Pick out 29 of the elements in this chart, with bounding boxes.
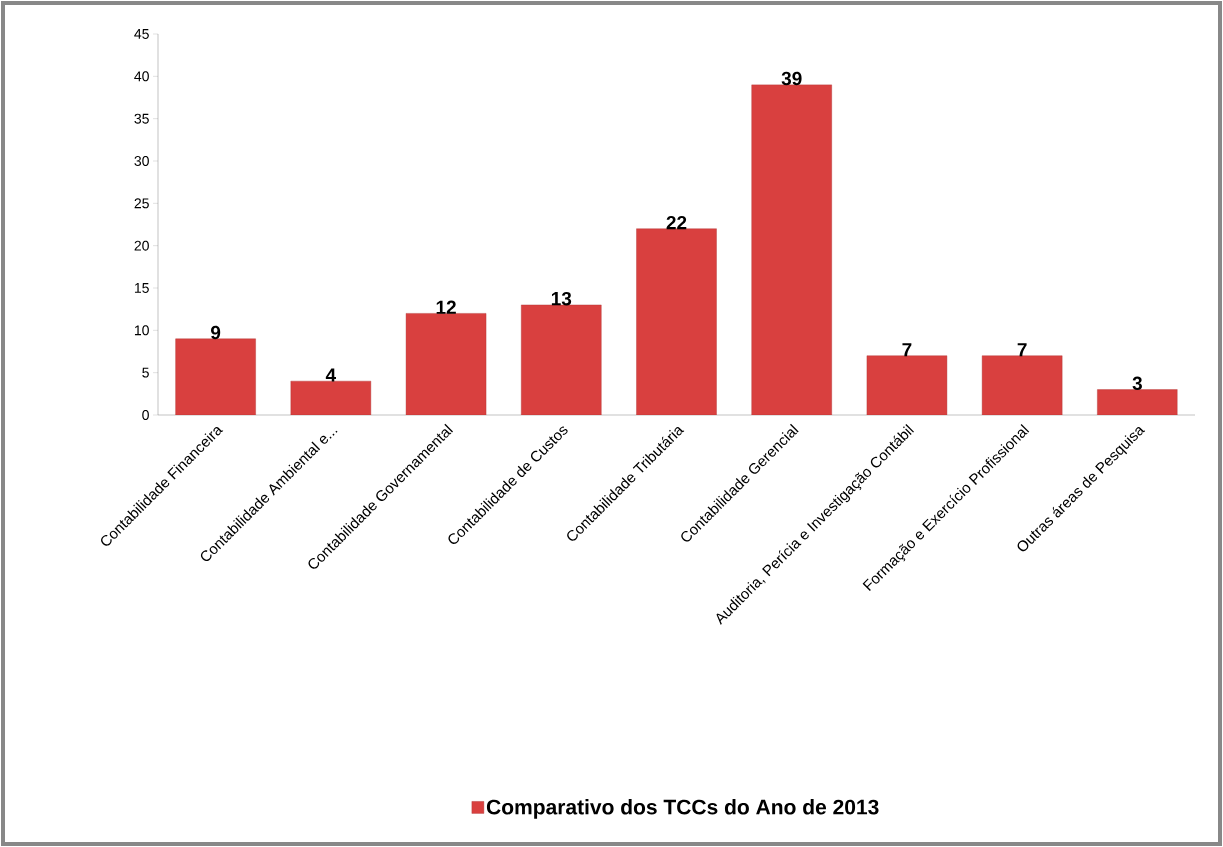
y-tick-label: 10 xyxy=(134,325,149,336)
y-tick-label: 20 xyxy=(134,240,149,251)
data-label: 4 xyxy=(325,368,337,382)
data-label: 7 xyxy=(902,343,912,357)
bar xyxy=(751,84,832,415)
data-label: 13 xyxy=(551,291,572,306)
data-label: 39 xyxy=(781,71,802,86)
bar xyxy=(1097,389,1178,415)
bar xyxy=(405,313,487,415)
data-label: 7 xyxy=(1017,343,1027,357)
data-label: 12 xyxy=(436,300,456,314)
bar xyxy=(290,380,372,415)
bar xyxy=(866,355,948,415)
y-tick-label: 5 xyxy=(142,367,149,378)
y-tick-label: 35 xyxy=(134,113,149,124)
data-label: 3 xyxy=(1132,376,1142,391)
data-label: 22 xyxy=(666,215,687,230)
bar xyxy=(521,304,602,415)
y-tick-label: 40 xyxy=(134,71,149,82)
y-tick-label: 15 xyxy=(134,283,149,293)
bar xyxy=(636,228,717,415)
bar xyxy=(981,355,1063,415)
y-tick-label: 30 xyxy=(134,156,149,166)
data-label: 9 xyxy=(210,325,221,340)
y-tick-label: 25 xyxy=(134,198,149,209)
y-tick-label: 0 xyxy=(142,410,149,420)
y-tick-label: 45 xyxy=(134,29,149,39)
legend-label: Comparativo dos TCCs do Ano de 2013 xyxy=(486,799,879,819)
bar xyxy=(175,338,256,415)
